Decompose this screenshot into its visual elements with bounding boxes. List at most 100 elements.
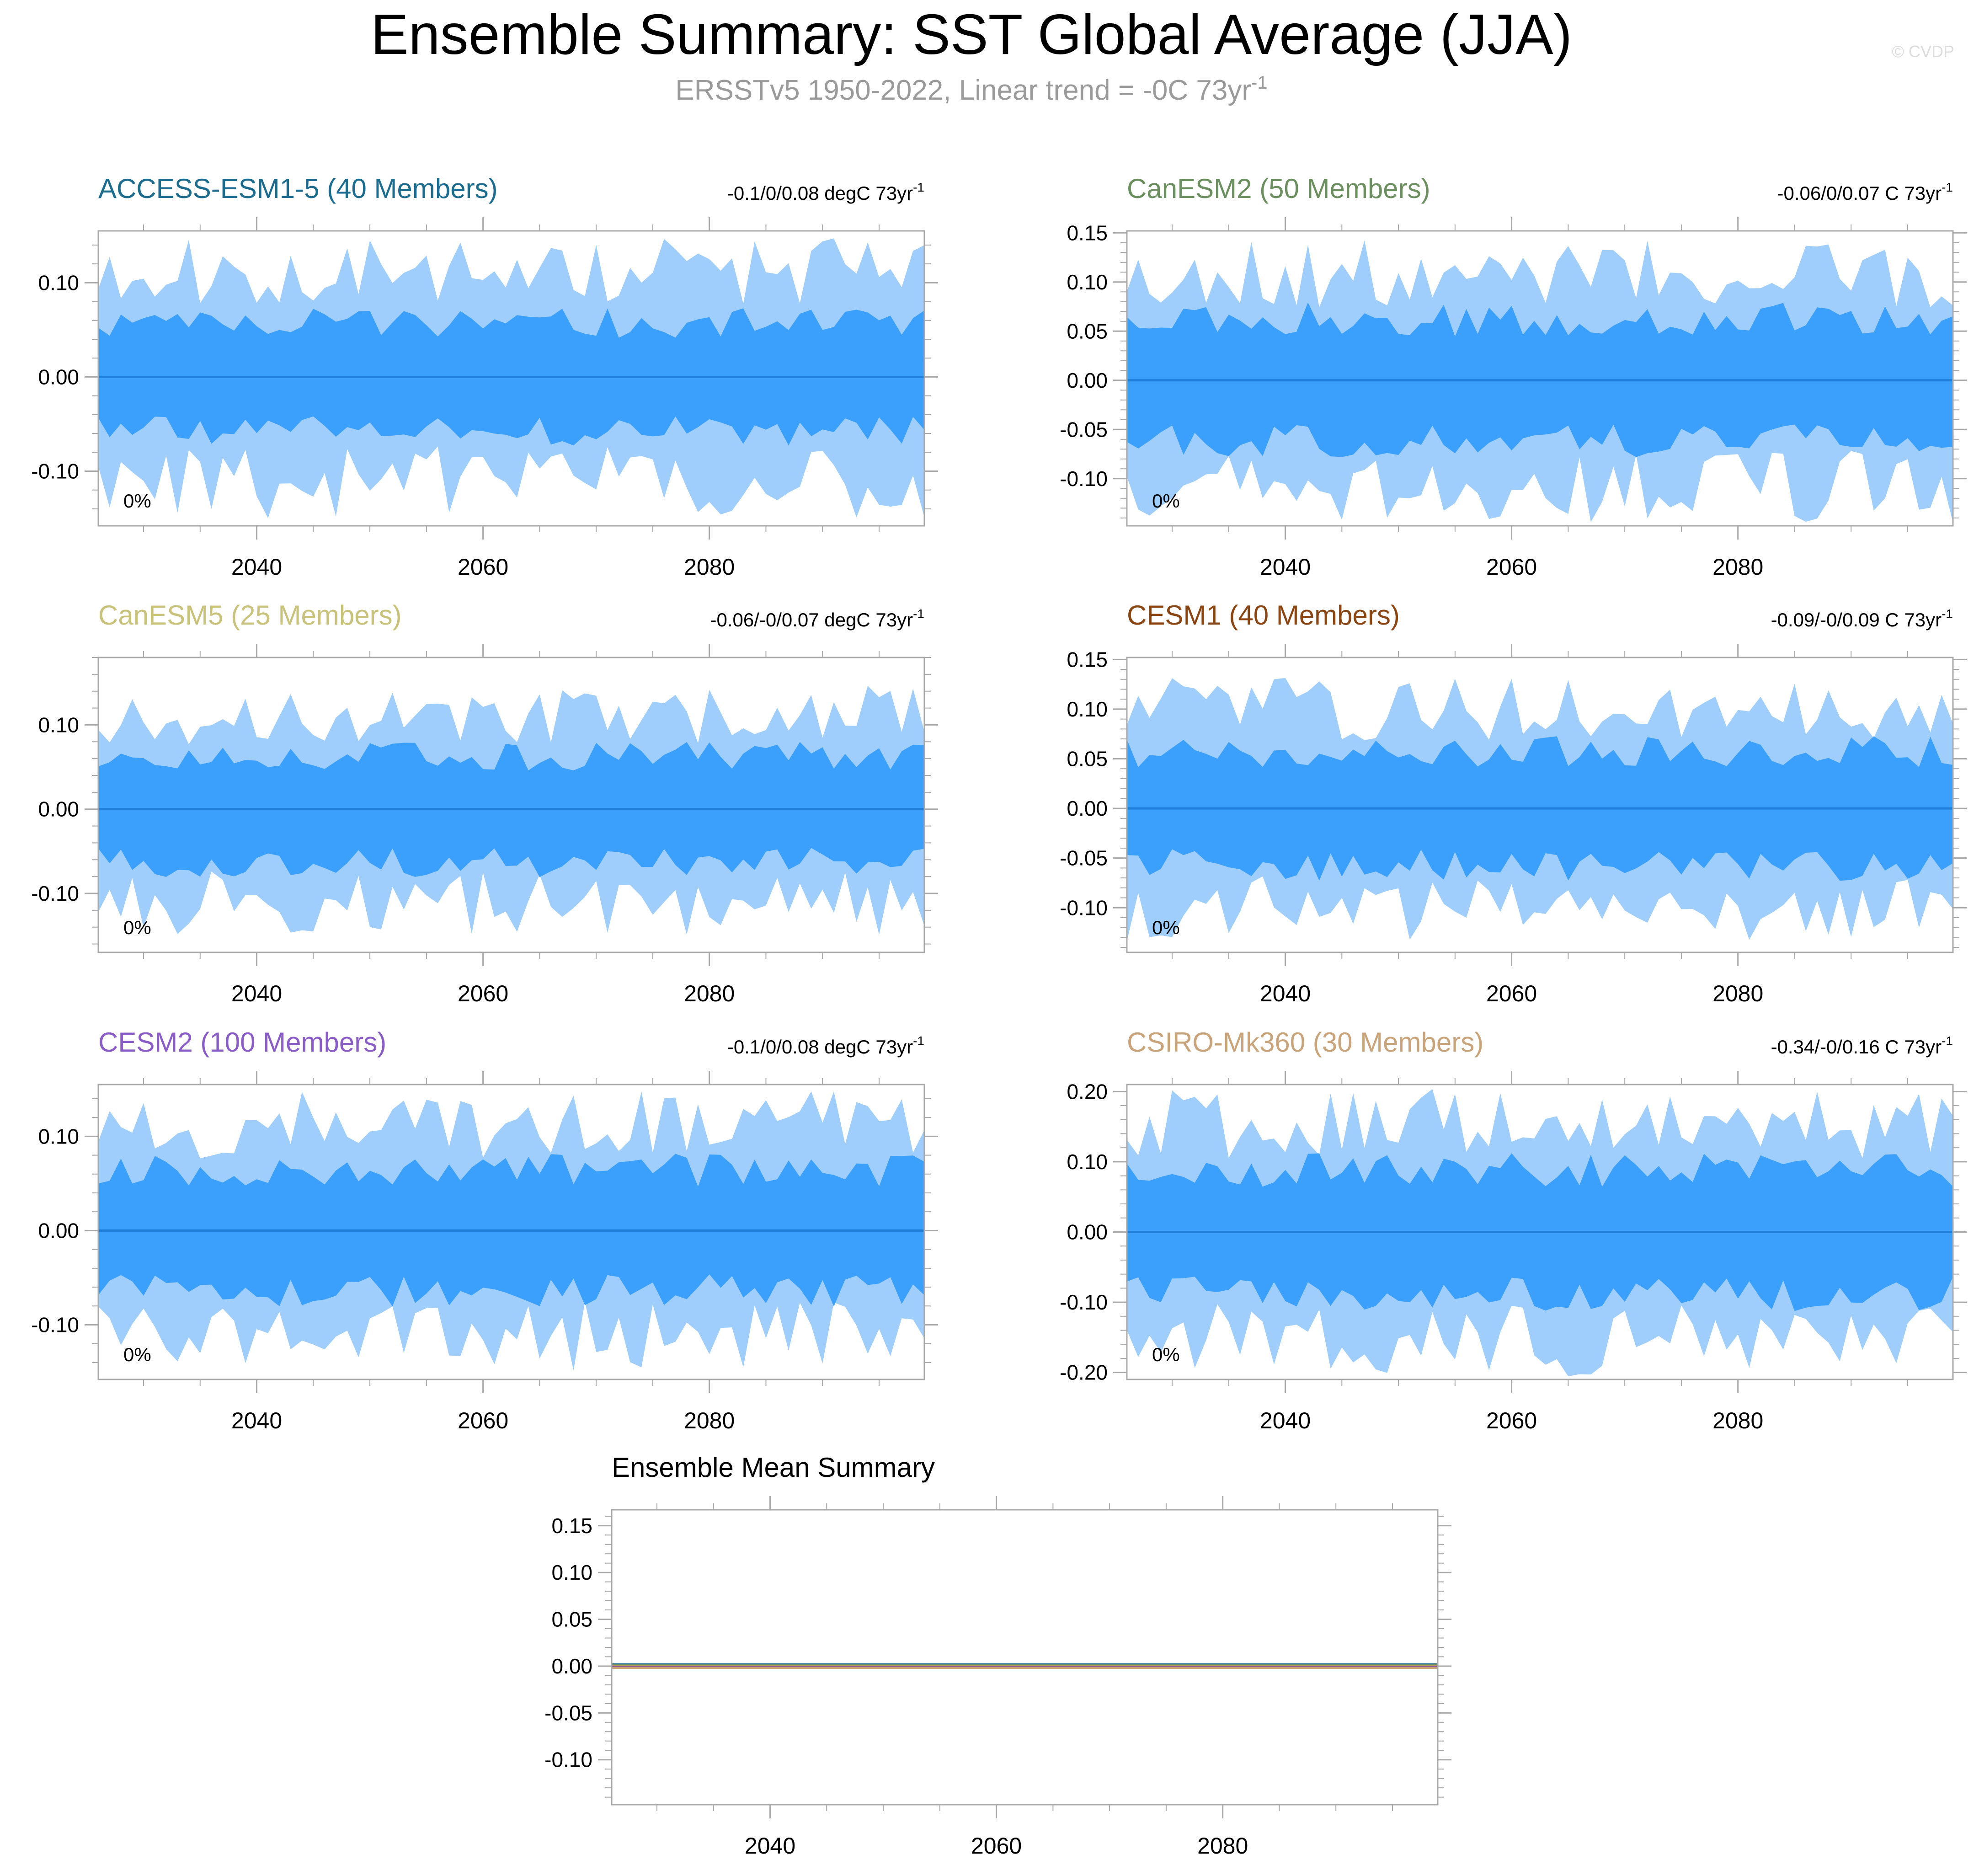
y-tick-label: -0.10 [1060,1290,1108,1314]
panel-title: ACCESS-ESM1-5 (40 Members) [98,173,498,204]
x-tick-label: 2080 [684,981,735,1006]
plot-frame [1126,657,1954,953]
percent-label: 0% [123,490,151,512]
trend-superscript: -1 [1942,1034,1953,1048]
x-tick-label: 2040 [231,554,282,580]
y-tick-label: 0.00 [38,1219,79,1242]
y-tick-label: 0.10 [1067,270,1108,294]
subtitle-main: ERSSTv5 1950-2022, Linear trend = -0C 73… [675,75,1251,106]
trend-superscript: -1 [1942,180,1953,194]
y-tick-label: 0.10 [1067,1150,1108,1174]
figure-title: Ensemble Summary: SST Global Average (JJ… [371,3,1572,66]
panel-7: Ensemble Mean Summary -0.10 -0.05 0.00 0.05 0… [544,1452,1451,1859]
trend-text: -0.34/-0/0.16 C 73yr [1771,1036,1942,1058]
trend-label: -0.34/-0/0.16 C 73yr-1 [1771,1034,1953,1058]
y-tick-label: 0.10 [38,713,79,737]
y-tick-label: -0.20 [1060,1361,1108,1384]
panel-title: CanESM2 (50 Members) [1127,173,1430,204]
y-tick-label: -0.10 [31,1313,79,1336]
trend-superscript: -1 [913,180,924,194]
trend-label: -0.1/0/0.08 degC 73yr-1 [727,1034,924,1058]
y-tick-label: -0.05 [1060,417,1108,441]
figure-subtitle: ERSSTv5 1950-2022, Linear trend = -0C 73… [675,73,1267,106]
x-tick-label: 2080 [684,554,735,580]
y-tick-label: -0.10 [31,459,79,483]
x-tick-label: 2080 [1197,1833,1248,1859]
y-tick-label: -0.10 [31,882,79,905]
x-tick-label: 2060 [971,1833,1022,1859]
y-tick-label: -0.10 [1060,467,1108,491]
plot-frame [97,657,925,953]
y-tick-label: 0.05 [551,1608,592,1631]
trend-superscript: -1 [1942,607,1953,621]
x-tick-label: 2080 [1712,981,1763,1006]
panel-title: CanESM5 (25 Members) [98,600,402,631]
percent-label: 0% [1152,490,1180,512]
y-tick-label: 0.05 [1067,747,1108,771]
panel-title: Ensemble Mean Summary [612,1452,935,1483]
plot-frame [97,230,925,527]
y-tick-label: 0.10 [1067,697,1108,721]
trend-label: -0.06/-0/0.07 degC 73yr-1 [710,607,924,631]
panels: ACCESS-ESM1-5 (40 Members) -0.1/0/0.08 de… [31,173,1967,1859]
panel-2: CanESM2 (50 Members) -0.06/0/0.07 C 73yr-… [1060,173,1967,580]
trend-text: -0.09/-0/0.09 C 73yr [1771,609,1942,631]
panel-6: CSIRO-Mk360 (30 Members) -0.34/-0/0.16 C … [1060,1027,1967,1433]
x-tick-label: 2060 [458,1408,508,1433]
y-tick-label: -0.10 [1060,896,1108,919]
x-tick-label: 2040 [231,1408,282,1433]
y-tick-label: 0.00 [38,797,79,821]
percent-label: 0% [1152,1344,1180,1365]
trend-superscript: -1 [913,607,924,621]
x-tick-label: 2080 [1712,554,1763,580]
y-tick-label: 0.10 [551,1561,592,1584]
x-tick-label: 2040 [1260,981,1311,1006]
y-tick-label: -0.05 [544,1701,592,1725]
y-tick-label: 0.05 [1067,319,1108,343]
x-tick-label: 2040 [1260,1408,1311,1433]
y-tick-label: -0.10 [544,1748,592,1772]
panel-5: CESM2 (100 Members) -0.1/0/0.08 degC 73yr… [31,1027,938,1433]
x-tick-label: 2040 [231,981,282,1006]
trend-text: -0.06/0/0.07 C 73yr [1777,182,1942,204]
percent-label: 0% [123,917,151,938]
x-tick-label: 2040 [1260,554,1311,580]
y-tick-label: 0.20 [1067,1080,1108,1103]
panel-title: CESM1 (40 Members) [1127,600,1400,631]
y-tick-label: -0.05 [1060,846,1108,870]
panel-1: ACCESS-ESM1-5 (40 Members) -0.1/0/0.08 de… [31,173,938,580]
y-tick-label: 0.15 [551,1514,592,1538]
trend-superscript: -1 [913,1034,924,1048]
trend-label: -0.09/-0/0.09 C 73yr-1 [1771,607,1953,631]
subtitle-superscript: -1 [1251,73,1268,93]
percent-label: 0% [123,1344,151,1365]
y-tick-label: 0.00 [1067,1220,1108,1244]
trend-text: -0.1/0/0.08 degC 73yr [727,182,913,204]
panel-4: CESM1 (40 Members) -0.09/-0/0.09 C 73yr-1… [1060,600,1967,1006]
x-tick-label: 2060 [1486,554,1537,580]
panel-title: CESM2 (100 Members) [98,1027,386,1058]
y-tick-label: 0.10 [38,271,79,294]
y-tick-label: 0.00 [38,365,79,389]
plot-frame [1126,230,1954,527]
plot-frame [97,1084,925,1380]
percent-label: 0% [1152,917,1180,938]
x-tick-label: 2060 [458,981,508,1006]
trend-label: -0.1/0/0.08 degC 73yr-1 [727,180,924,204]
plot-frame [611,1509,1439,1806]
y-tick-label: 0.10 [38,1124,79,1148]
panel-3: CanESM5 (25 Members) -0.06/-0/0.07 degC 7… [31,600,938,1006]
y-tick-label: 0.15 [1067,221,1108,245]
y-tick-label: 0.00 [1067,796,1108,820]
x-tick-label: 2060 [1486,981,1537,1006]
watermark: © CVDP [1892,42,1954,61]
y-tick-label: 0.15 [1067,647,1108,671]
y-tick-label: 0.00 [1067,369,1108,392]
trend-label: -0.06/0/0.07 C 73yr-1 [1777,180,1953,204]
y-tick-label: 0.00 [551,1654,592,1678]
x-tick-label: 2040 [745,1833,795,1859]
x-tick-label: 2060 [458,554,508,580]
trend-text: -0.1/0/0.08 degC 73yr [727,1036,913,1058]
x-tick-label: 2060 [1486,1408,1537,1433]
